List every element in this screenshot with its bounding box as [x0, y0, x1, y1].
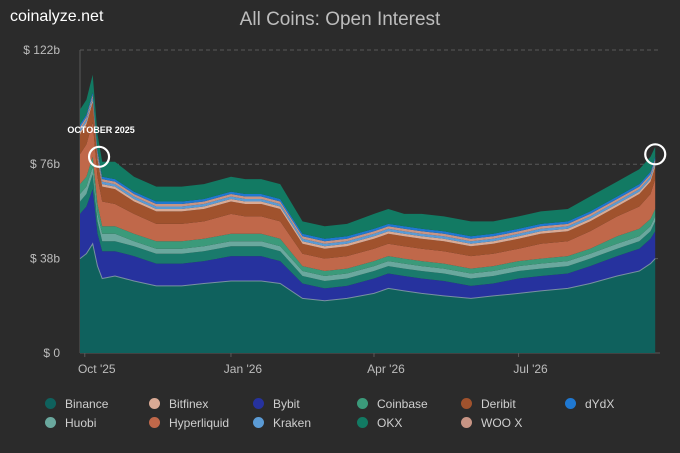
legend-swatch-icon: [149, 417, 160, 428]
area-series-bybit: [80, 189, 656, 301]
legend-label: Deribit: [481, 396, 516, 411]
legend-swatch-icon: [149, 398, 160, 409]
legend-swatch-icon: [45, 417, 56, 428]
legend-item-bitfinex[interactable]: Bitfinex: [149, 396, 253, 411]
legend-swatch-icon: [357, 398, 368, 409]
legend-label: WOO X: [481, 415, 523, 430]
legend-label: Coinbase: [377, 396, 428, 411]
legend-label: Kraken: [273, 415, 312, 430]
legend-label: Binance: [65, 396, 109, 411]
legend-item-okx[interactable]: OKX: [357, 415, 461, 430]
legend-swatch-icon: [253, 398, 264, 409]
chart-legend: Binance Bitfinex Bybit Coinbase Deribit dYdX H…: [45, 396, 675, 430]
x-tick-label: Jan '26: [224, 362, 263, 376]
highlight-circle-2: [644, 143, 667, 166]
legend-item-dydx[interactable]: dYdX: [565, 396, 669, 411]
legend-label: Bybit: [273, 396, 300, 411]
legend-item-woo-x[interactable]: WOO X: [461, 415, 565, 430]
legend-swatch-icon: [357, 417, 368, 428]
legend-swatch-icon: [253, 417, 264, 428]
legend-label: Bitfinex: [169, 396, 209, 411]
legend-swatch-icon: [461, 398, 472, 409]
highlight-circle-1: [87, 145, 111, 168]
legend-item-deribit[interactable]: Deribit: [461, 396, 565, 411]
legend-item-hyperliquid[interactable]: Hyperliquid: [149, 415, 253, 430]
legend-swatch-icon: [565, 398, 576, 409]
site-logo-text: coinalyze.net: [10, 8, 104, 25]
area-series-binance: [80, 243, 656, 353]
legend-item-bybit[interactable]: Bybit: [253, 396, 357, 411]
legend-swatch-icon: [45, 398, 56, 409]
legend-swatch-icon: [461, 417, 472, 428]
legend-label: Hyperliquid: [169, 415, 230, 430]
legend-item-huobi[interactable]: Huobi: [45, 415, 149, 430]
legend-label: Huobi: [65, 415, 97, 430]
y-tick-label: $ 0: [43, 346, 60, 360]
binance-edge-line: [79, 242, 656, 302]
legend-label: OKX: [377, 415, 403, 430]
x-tick-label: Jul '26: [513, 362, 548, 376]
annotation-label: OCTOBER 2025: [67, 125, 134, 135]
y-tick-label: $ 122b: [23, 43, 60, 57]
legend-label: dYdX: [585, 396, 615, 411]
area-series-hyperliquid: [80, 122, 656, 271]
legend-item-binance[interactable]: Binance: [45, 396, 149, 411]
x-tick-label: Oct '25: [78, 362, 116, 376]
x-tick-label: Apr '26: [367, 362, 405, 376]
y-tick-label: $ 76b: [30, 157, 60, 171]
legend-item-coinbase[interactable]: Coinbase: [357, 396, 461, 411]
y-tick-label: $ 38b: [30, 252, 60, 266]
legend-item-kraken[interactable]: Kraken: [253, 415, 357, 430]
chart-title: All Coins: Open Interest: [239, 9, 441, 30]
